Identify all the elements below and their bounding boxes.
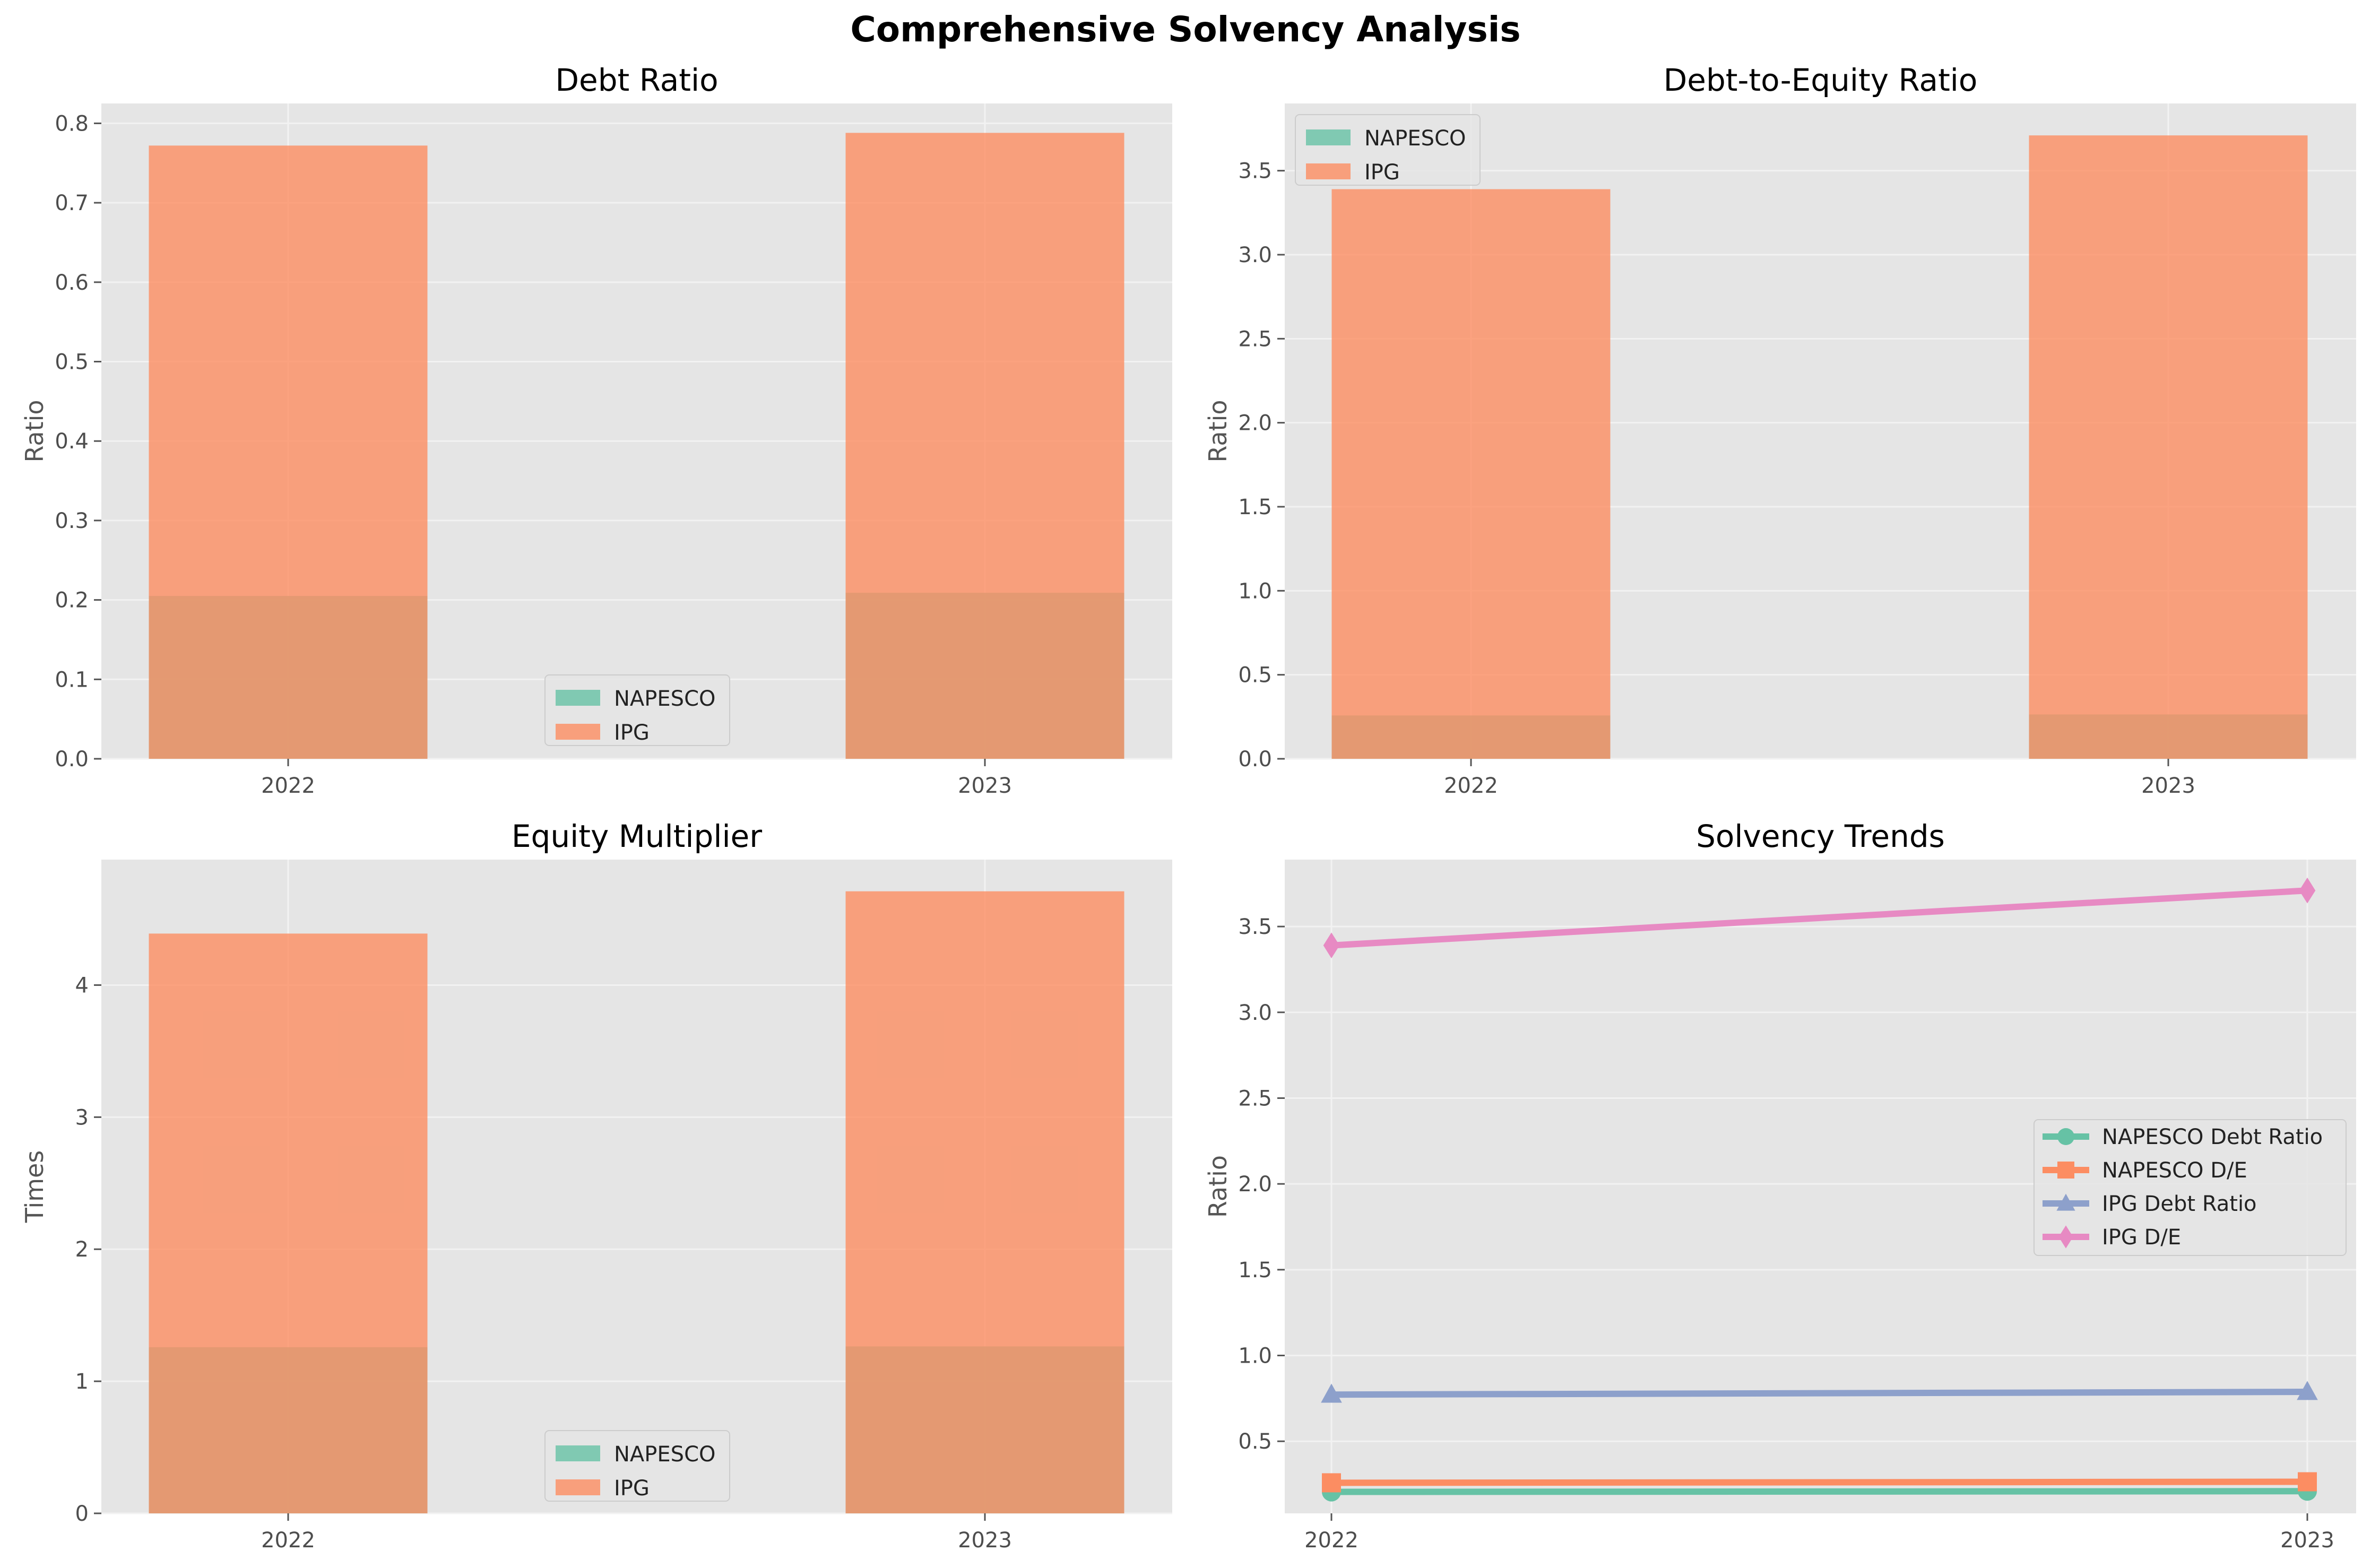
x-tick-label: 2023 [958, 774, 1012, 798]
legend-marker [2057, 1128, 2074, 1145]
y-tick-label: 3.0 [1238, 243, 1272, 267]
x-tick-label: 2023 [2141, 774, 2195, 798]
y-tick-label: 0.3 [55, 509, 89, 533]
legend: NAPESCO IPG [544, 674, 730, 746]
line-napesco-debt-ratio [1328, 1488, 2311, 1495]
y-tick-label: 3.5 [1238, 159, 1272, 184]
x-tick-label: 2023 [958, 1528, 1012, 1553]
y-tick-label: 0.6 [55, 271, 89, 295]
y-tick-label: 0.5 [1238, 663, 1272, 688]
point-ipg-debt-ratio-2023 [2297, 1381, 2318, 1400]
legend-label: NAPESCO [614, 1442, 715, 1467]
legend-swatch [556, 1445, 600, 1461]
legend-label: IPG [614, 1476, 650, 1501]
y-tick-label: 0.5 [55, 350, 89, 375]
y-axis-label: Times [20, 1150, 49, 1224]
chart-panel-3: 0 1 2 3 4 2022 2023 Equity Multiplier Times NAPES… [20, 818, 1172, 1553]
figure-title: Comprehensive Solvency Analysis [850, 9, 1520, 50]
y-tick-label: 0.0 [55, 747, 89, 772]
y-tick-label: 1.5 [1238, 1258, 1272, 1283]
point-napesco-d-e-2023 [2298, 1472, 2317, 1492]
legend-label: NAPESCO [1364, 126, 1466, 151]
legend-label: IPG Debt Ratio [2102, 1192, 2257, 1216]
legend-label: IPG [1364, 160, 1400, 185]
x-tick-label: 2022 [261, 774, 315, 798]
bar-ipg-2022 [149, 933, 428, 1513]
chart-panel-4: 0.5 1.0 1.5 2.0 2.5 3.0 3.5 2022 2023 Solvency Tr… [1204, 818, 2356, 1553]
chart-panel-1: 0.0 0.1 0.2 0.3 0.4 0.5 0.6 0.7 0.8 2022 2023 Debt … [20, 62, 1172, 798]
y-tick-label: 2.5 [1238, 1086, 1272, 1111]
chart-panel-2: 0.0 0.5 1.0 1.5 2.0 2.5 3.0 3.5 2022 2023 Debt-to-… [1204, 62, 2356, 798]
panels: 0.0 0.1 0.2 0.3 0.4 0.5 0.6 0.7 0.8 2022 2023 Debt … [20, 62, 2356, 1553]
legend-swatch [1306, 163, 1351, 179]
y-tick-label: 0.1 [55, 668, 89, 692]
y-tick-label: 1 [75, 1370, 89, 1394]
legend-label: NAPESCO Debt Ratio [2102, 1125, 2323, 1149]
y-tick-label: 3 [75, 1105, 89, 1130]
legend-box [2033, 1119, 2347, 1256]
bar-ipg-2023 [2029, 135, 2308, 759]
legend-swatch [1306, 129, 1351, 145]
y-tick-label: 1.0 [1238, 1344, 1272, 1368]
y-tick-label: 2.0 [1238, 1172, 1272, 1197]
y-axis-label: Ratio [1204, 1155, 1232, 1218]
y-tick-label: 1.5 [1238, 495, 1272, 519]
legend: NAPESCO Debt Ratio NAPESCO D/E IPG Debt Ra… [2033, 1119, 2347, 1256]
chart-title: Debt-to-Equity Ratio [1664, 62, 1978, 98]
x-tick-label: 2023 [2280, 1528, 2334, 1553]
y-tick-label: 0.2 [55, 588, 89, 613]
y-tick-label: 1.0 [1238, 579, 1272, 603]
point-ipg-debt-ratio-2022 [1321, 1383, 1342, 1403]
chart-title: Debt Ratio [555, 62, 718, 98]
legend-label: NAPESCO D/E [2102, 1158, 2247, 1183]
bar-ipg-2022 [1331, 189, 1611, 759]
legend: NAPESCO IPG [544, 1430, 730, 1502]
legend-label: NAPESCO [614, 687, 715, 711]
point-napesco-d-e-2022 [1322, 1473, 1341, 1493]
y-axis-label: Ratio [20, 400, 49, 462]
legend-label: IPG D/E [2102, 1225, 2181, 1250]
x-tick-label: 2022 [1304, 1528, 1358, 1553]
bar-ipg-2022 [149, 145, 428, 759]
legend: NAPESCO IPG [1295, 114, 1481, 186]
legend-swatch [556, 724, 600, 740]
y-tick-label: 0.7 [55, 191, 89, 215]
legend-marker [2057, 1162, 2074, 1179]
legend-label: IPG [614, 721, 650, 745]
y-tick-label: 2.0 [1238, 411, 1272, 436]
bar-ipg-2023 [845, 891, 1124, 1513]
y-tick-label: 0 [75, 1502, 89, 1526]
y-tick-label: 3.0 [1238, 1001, 1272, 1025]
y-tick-label: 2.5 [1238, 327, 1272, 351]
point-ipg-d-e-2022 [1323, 932, 1340, 958]
x-tick-label: 2022 [261, 1528, 315, 1553]
line-napesco-d-e [1328, 1478, 2311, 1486]
y-axis-label: Ratio [1204, 400, 1232, 462]
legend-marker [2058, 1225, 2073, 1249]
legend-swatch [556, 1479, 600, 1495]
chart-title: Solvency Trends [1696, 818, 1945, 854]
y-tick-label: 2 [75, 1237, 89, 1262]
line-ipg-debt-ratio [1328, 1389, 2311, 1398]
bar-ipg-2023 [845, 133, 1124, 759]
y-tick-label: 3.5 [1238, 915, 1272, 939]
y-tick-label: 4 [75, 973, 89, 998]
legend-marker [2056, 1193, 2075, 1211]
legend-swatch [556, 690, 600, 706]
chart-title: Equity Multiplier [512, 818, 762, 854]
x-tick-label: 2022 [1444, 774, 1498, 798]
line-ipg-d-e [1328, 887, 2311, 949]
y-tick-label: 0.5 [1238, 1430, 1272, 1454]
y-tick-label: 0.8 [55, 111, 89, 136]
point-ipg-d-e-2023 [2299, 877, 2316, 904]
y-tick-label: 0.4 [55, 429, 89, 454]
y-tick-label: 0.0 [1238, 747, 1272, 772]
